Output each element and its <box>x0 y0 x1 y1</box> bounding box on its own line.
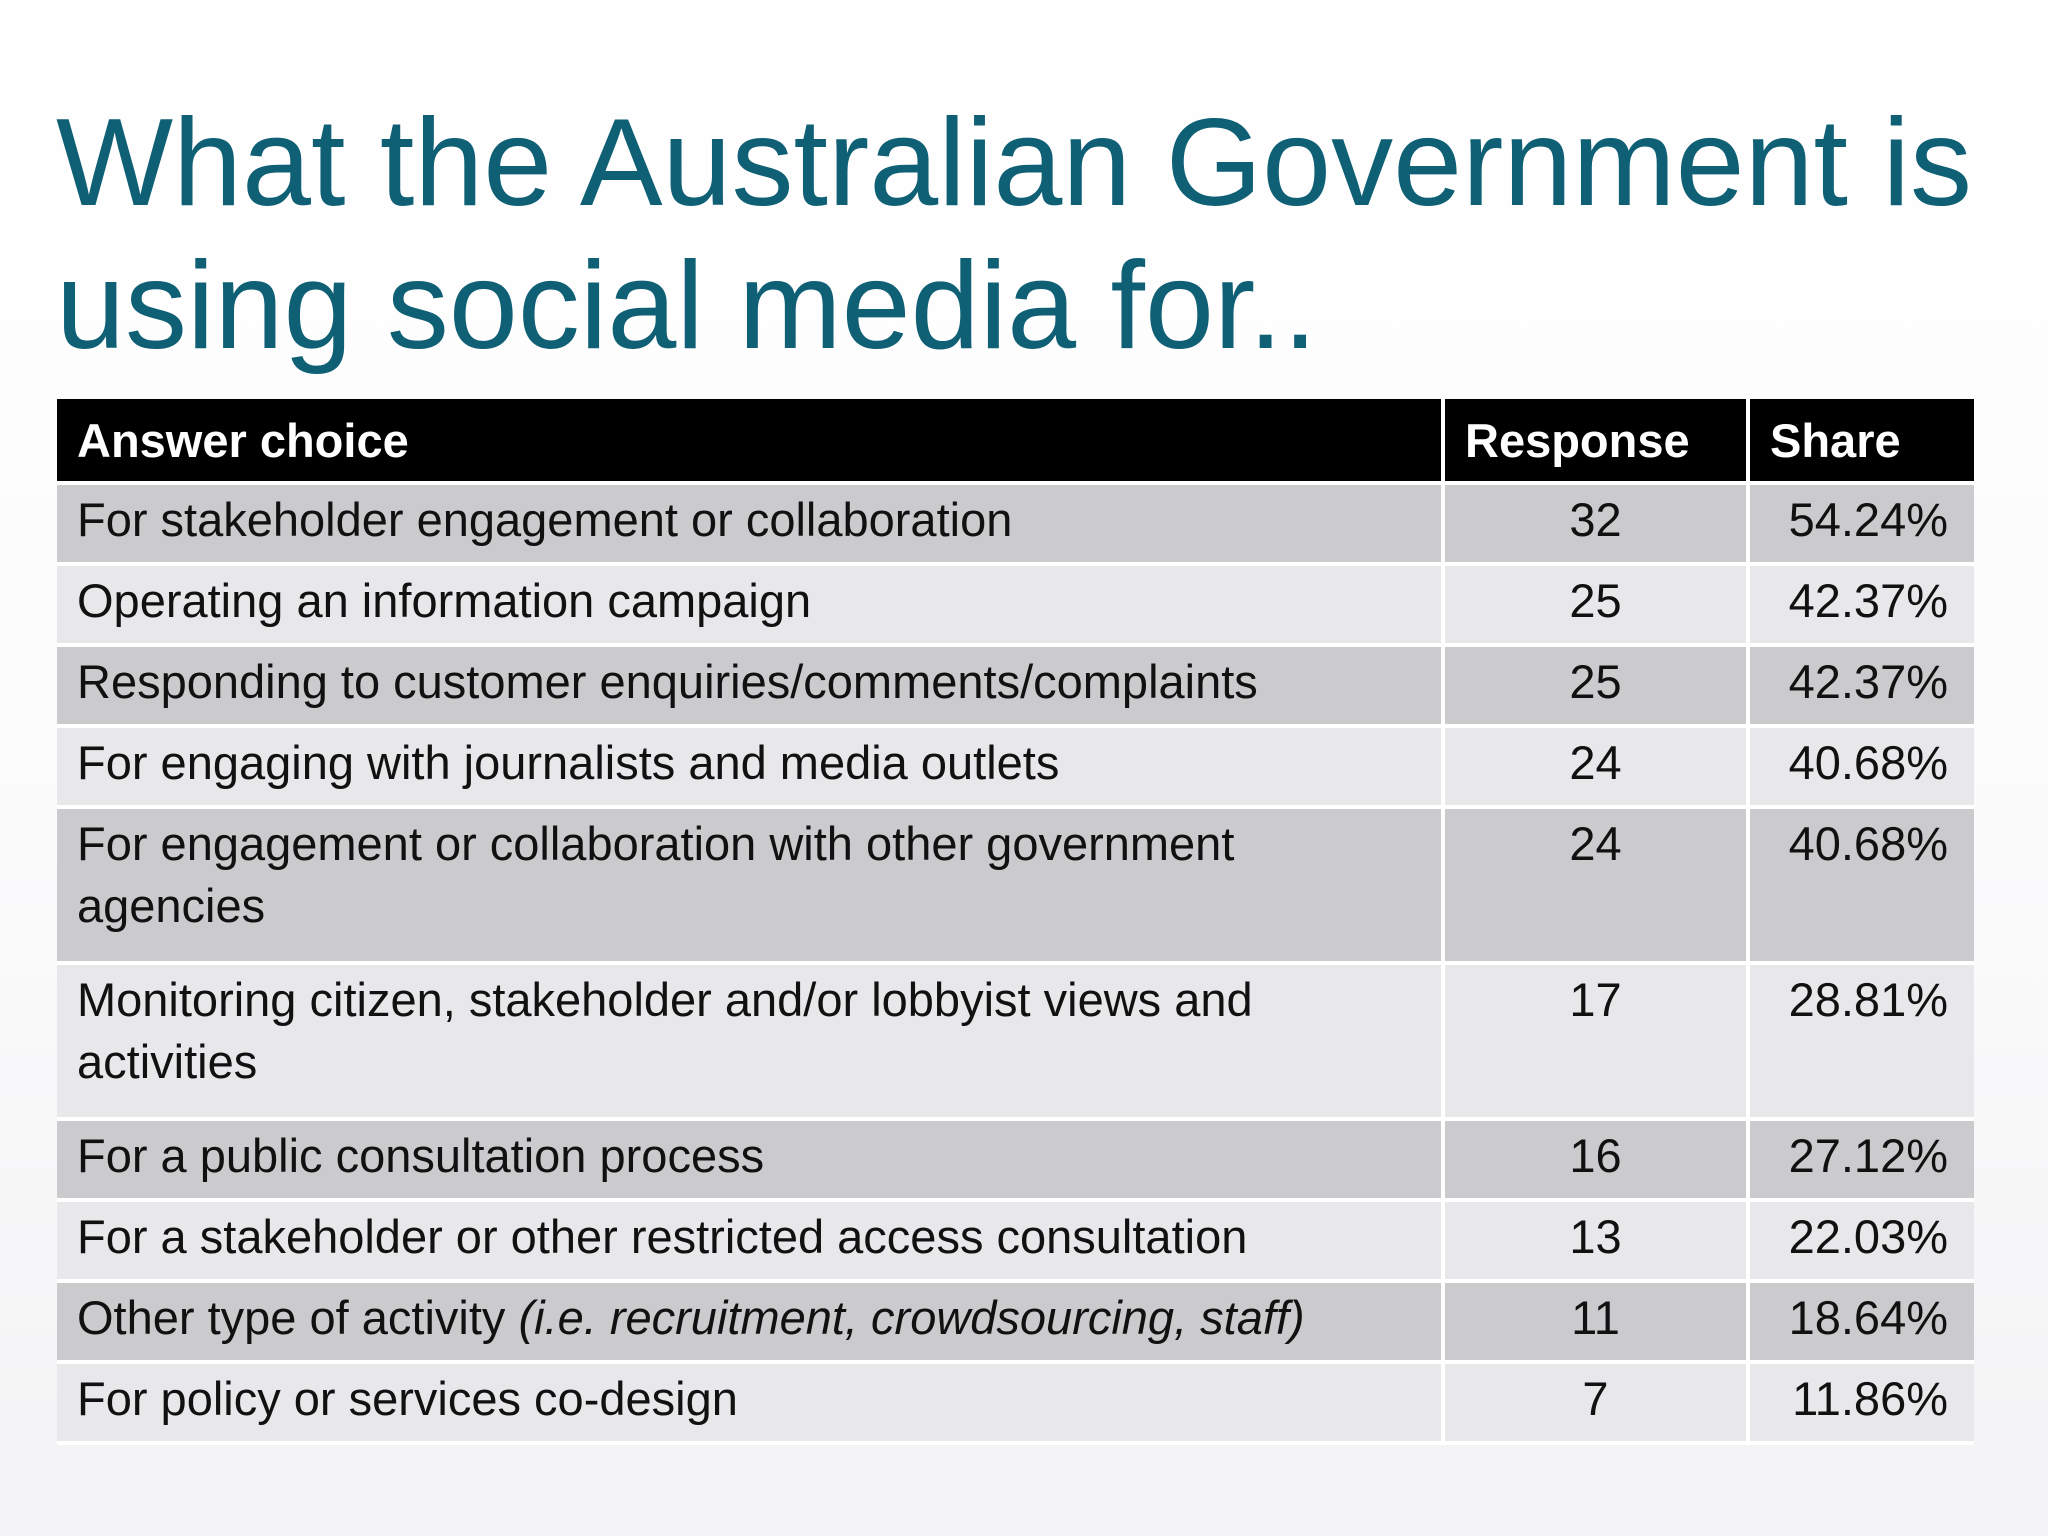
response-cell: 13 <box>1443 1200 1750 1283</box>
response-cell: 25 <box>1443 645 1750 728</box>
response-cell: 7 <box>1443 1362 1750 1445</box>
table-row: For a public consultation process 16 27.… <box>57 1119 1974 1202</box>
answer-cell: For engagement or collaboration with oth… <box>57 807 1445 965</box>
answer-cell: For a stakeholder or other restricted ac… <box>57 1200 1445 1283</box>
table-header-row: Answer choice Response Share <box>57 399 1974 485</box>
response-cell: 16 <box>1443 1119 1750 1202</box>
table-row: For engagement or collaboration with oth… <box>57 807 1974 965</box>
answer-cell: For stakeholder engagement or collaborat… <box>57 483 1445 566</box>
survey-results-table: Answer choice Response Share For stakeho… <box>57 399 1974 1445</box>
answer-cell: For engaging with journalists and media … <box>57 726 1445 809</box>
table-row: For engaging with journalists and media … <box>57 726 1974 809</box>
share-cell: 28.81% <box>1748 963 1974 1121</box>
share-cell: 42.37% <box>1748 645 1974 728</box>
share-cell: 40.68% <box>1748 807 1974 965</box>
response-cell: 25 <box>1443 564 1750 647</box>
share-cell: 11.86% <box>1748 1362 1974 1445</box>
share-cell: 22.03% <box>1748 1200 1974 1283</box>
table-row: For a stakeholder or other restricted ac… <box>57 1200 1974 1283</box>
answer-text: Other type of activity <box>77 1291 519 1344</box>
table-row: Responding to customer enquiries/comment… <box>57 645 1974 728</box>
share-cell: 40.68% <box>1748 726 1974 809</box>
table-row: Operating an information campaign 25 42.… <box>57 564 1974 647</box>
answer-cell: For policy or services co-design <box>57 1362 1445 1445</box>
answer-note: (i.e. recruitment, crowdsourcing, staff) <box>518 1291 1305 1344</box>
share-cell: 18.64% <box>1748 1281 1974 1364</box>
table-row: Monitoring citizen, stakeholder and/or l… <box>57 963 1974 1121</box>
response-cell: 32 <box>1443 483 1750 566</box>
table-row: For policy or services co-design 7 11.86… <box>57 1362 1974 1445</box>
answer-cell: Other type of activity (i.e. recruitment… <box>57 1281 1445 1364</box>
header-answer-choice: Answer choice <box>57 399 1445 485</box>
response-cell: 24 <box>1443 726 1750 809</box>
answer-cell: For a public consultation process <box>57 1119 1445 1202</box>
share-cell: 27.12% <box>1748 1119 1974 1202</box>
answer-cell: Operating an information campaign <box>57 564 1445 647</box>
share-cell: 42.37% <box>1748 564 1974 647</box>
share-cell: 54.24% <box>1748 483 1974 566</box>
table-row: For stakeholder engagement or collaborat… <box>57 483 1974 566</box>
response-cell: 17 <box>1443 963 1750 1121</box>
header-response: Response <box>1443 399 1750 485</box>
slide-title: What the Australian Government is using … <box>56 94 1973 375</box>
response-cell: 11 <box>1443 1281 1750 1364</box>
table-row: Other type of activity (i.e. recruitment… <box>57 1281 1974 1364</box>
response-cell: 24 <box>1443 807 1750 965</box>
answer-cell: Responding to customer enquiries/comment… <box>57 645 1445 728</box>
answer-cell: Monitoring citizen, stakeholder and/or l… <box>57 963 1445 1121</box>
header-share: Share <box>1748 399 1974 485</box>
